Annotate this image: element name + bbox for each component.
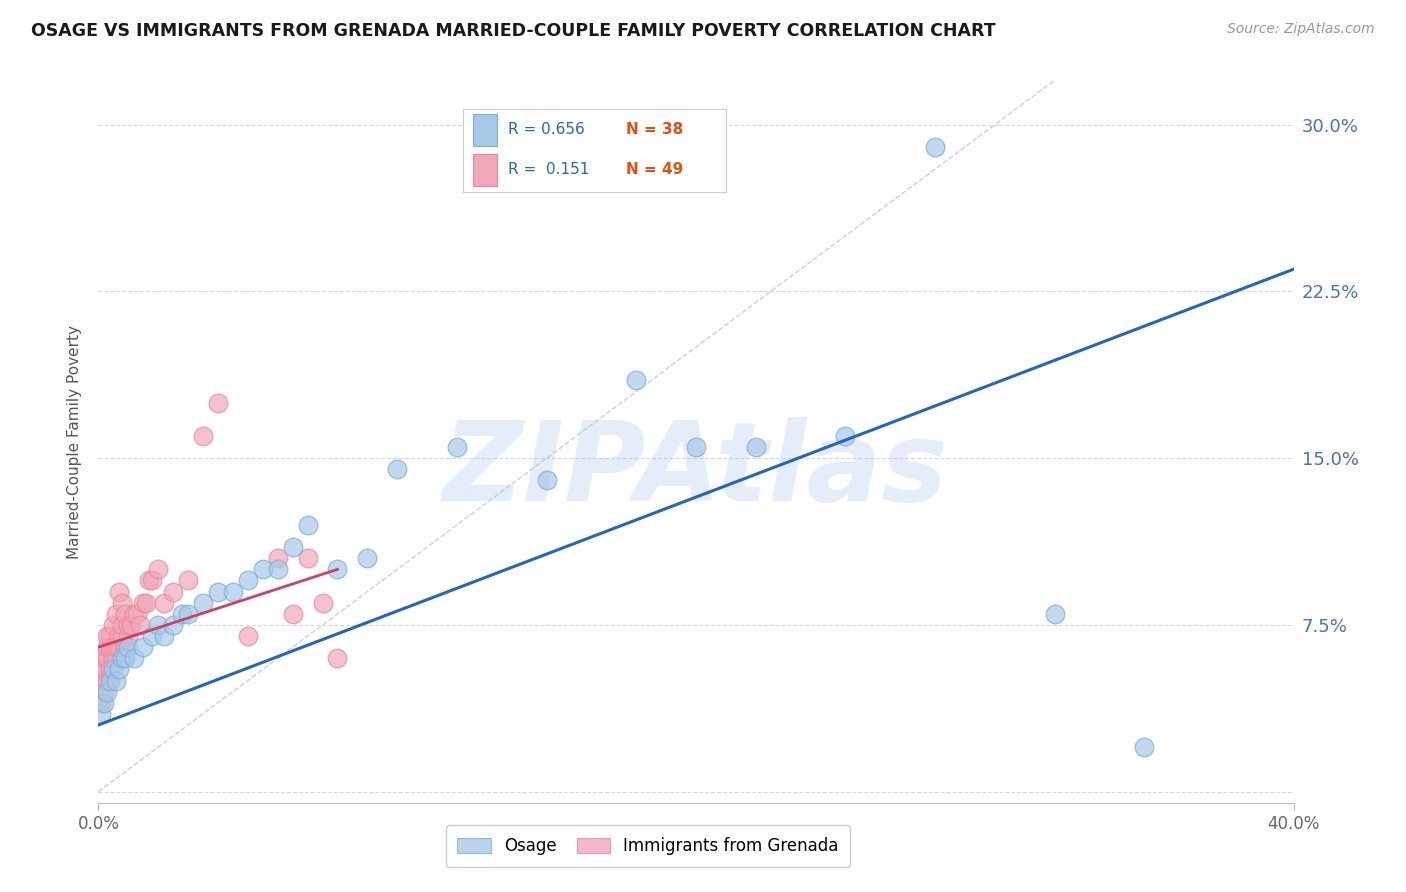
Point xyxy=(153,596,176,610)
Point xyxy=(172,607,194,621)
Point xyxy=(132,640,155,655)
Point xyxy=(111,651,134,665)
Point xyxy=(207,395,229,409)
Point xyxy=(93,696,115,710)
Point xyxy=(98,673,122,688)
Point xyxy=(90,662,112,676)
Point xyxy=(626,373,648,387)
Point xyxy=(685,440,707,454)
Point xyxy=(141,629,163,643)
Point xyxy=(103,640,125,655)
Point xyxy=(132,596,155,610)
Point xyxy=(129,618,152,632)
Point xyxy=(105,640,128,655)
Point xyxy=(120,618,142,632)
Point xyxy=(93,684,115,698)
Point xyxy=(148,618,170,632)
Point xyxy=(90,673,112,688)
Point xyxy=(326,651,349,665)
Point xyxy=(98,662,122,676)
Point xyxy=(124,607,146,621)
Point xyxy=(191,429,214,443)
Point xyxy=(98,629,122,643)
Point xyxy=(267,551,290,566)
Y-axis label: Married-Couple Family Poverty: Married-Couple Family Poverty xyxy=(67,325,83,558)
Point xyxy=(96,684,118,698)
Point xyxy=(135,596,157,610)
Point xyxy=(96,673,118,688)
Point xyxy=(297,517,319,532)
Point xyxy=(281,540,304,554)
Text: OSAGE VS IMMIGRANTS FROM GRENADA MARRIED-COUPLE FAMILY POVERTY CORRELATION CHART: OSAGE VS IMMIGRANTS FROM GRENADA MARRIED… xyxy=(31,22,995,40)
Point xyxy=(745,440,768,454)
Text: ZIPAtlas: ZIPAtlas xyxy=(443,417,949,524)
Point xyxy=(93,662,115,676)
Point xyxy=(536,474,558,488)
Point xyxy=(103,618,125,632)
Point xyxy=(153,629,176,643)
Point xyxy=(177,574,200,588)
Point xyxy=(93,651,115,665)
Point xyxy=(103,662,125,676)
Point xyxy=(90,696,112,710)
Point xyxy=(191,596,214,610)
Point xyxy=(114,651,136,665)
Point xyxy=(207,584,229,599)
Point xyxy=(124,651,146,665)
Point xyxy=(297,551,319,566)
Point xyxy=(96,651,118,665)
Point xyxy=(162,584,184,599)
Point xyxy=(108,640,131,655)
Point xyxy=(138,574,160,588)
Point xyxy=(252,562,274,576)
Legend: Osage, Immigrants from Grenada: Osage, Immigrants from Grenada xyxy=(446,825,851,867)
Point xyxy=(236,574,259,588)
Point xyxy=(267,562,290,576)
Point xyxy=(90,706,112,721)
Point xyxy=(356,551,378,566)
Point xyxy=(446,440,468,454)
Point xyxy=(162,618,184,632)
Point xyxy=(834,429,856,443)
Point xyxy=(311,596,333,610)
Point xyxy=(108,662,131,676)
Point xyxy=(222,584,245,599)
Point xyxy=(148,562,170,576)
Point xyxy=(103,651,125,665)
Point xyxy=(1043,607,1066,621)
Point xyxy=(111,629,134,643)
Point xyxy=(114,640,136,655)
Point xyxy=(96,640,118,655)
Point xyxy=(177,607,200,621)
Point xyxy=(98,640,122,655)
Point xyxy=(111,596,134,610)
Point xyxy=(281,607,304,621)
Point xyxy=(117,618,139,632)
Point xyxy=(236,629,259,643)
Point xyxy=(96,629,118,643)
Point xyxy=(105,673,128,688)
Point xyxy=(111,618,134,632)
Point xyxy=(326,562,349,576)
Point xyxy=(141,574,163,588)
Text: Source: ZipAtlas.com: Source: ZipAtlas.com xyxy=(1227,22,1375,37)
Point xyxy=(127,607,149,621)
Point xyxy=(1133,740,1156,755)
Point xyxy=(114,607,136,621)
Point xyxy=(108,629,131,643)
Point xyxy=(105,651,128,665)
Point xyxy=(105,607,128,621)
Point xyxy=(385,462,409,476)
Point xyxy=(117,640,139,655)
Point xyxy=(117,629,139,643)
Point xyxy=(108,584,131,599)
Point xyxy=(924,140,946,154)
